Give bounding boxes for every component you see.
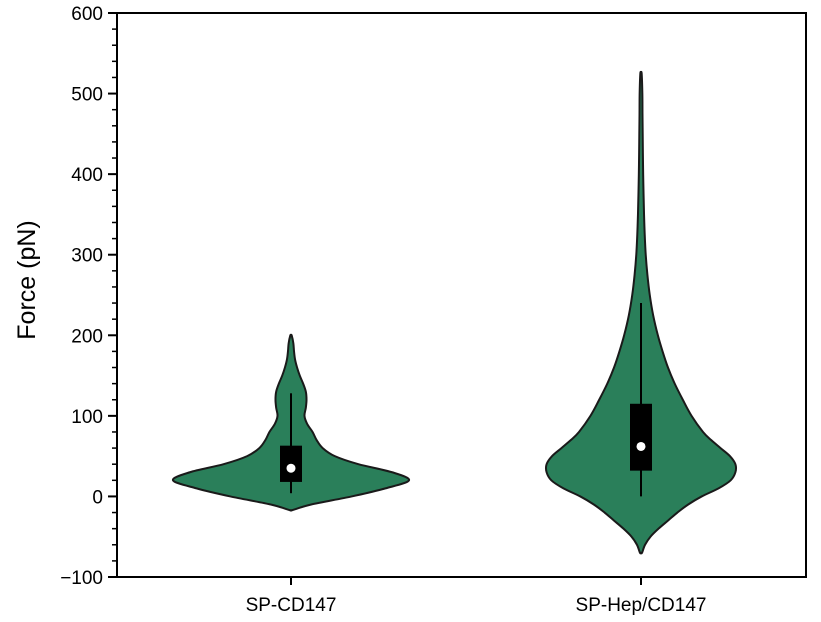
violins-layer: [171, 70, 738, 555]
y-axis-title: Force (pN): [13, 220, 41, 339]
y-tick-label: −100: [60, 568, 103, 589]
y-axis: −100 0 100 200 300 400 500 600: [60, 4, 117, 589]
x-category-label: SP-Hep/CD147: [576, 595, 707, 616]
x-axis: SP-CD147 SP-Hep/CD147: [246, 577, 707, 616]
median-marker: [636, 441, 646, 451]
y-tick-label: 0: [92, 487, 103, 508]
y-tick-label: 400: [71, 165, 103, 186]
y-tick-label: 300: [71, 246, 103, 267]
violin-sp-cd147: [171, 333, 411, 512]
violin-sp-hep-cd147: [544, 70, 738, 555]
median-marker: [286, 463, 296, 473]
x-category-label: SP-CD147: [246, 595, 337, 616]
y-tick-label: 600: [71, 4, 103, 25]
plot-frame: [116, 12, 807, 578]
y-tick-label: 100: [71, 407, 103, 428]
iqr-box: [630, 403, 652, 471]
y-tick-label: 500: [71, 85, 103, 106]
y-tick-label: 200: [71, 326, 103, 347]
